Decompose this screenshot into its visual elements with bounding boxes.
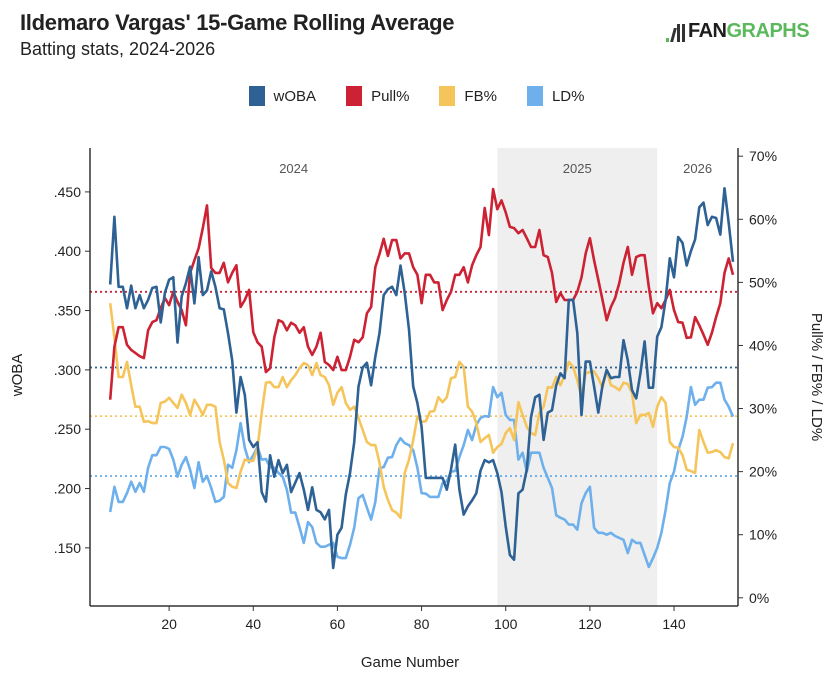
y-left-tick-label: .300 — [54, 362, 81, 378]
legend-label: LD% — [551, 87, 585, 105]
x-tick-label: 80 — [414, 616, 430, 632]
series-line-Pull% — [108, 187, 735, 400]
season-label: 2024 — [279, 161, 308, 176]
y-right-tick-label: 30% — [749, 401, 777, 417]
legend-item-pull[interactable]: Pull% — [346, 86, 409, 106]
x-tick-label: 40 — [245, 616, 261, 632]
legend-swatch — [248, 86, 265, 106]
y-right-tick-label: 60% — [749, 211, 777, 227]
season-label: 2025 — [563, 161, 592, 176]
legend: wOBA Pull% FB% LD% — [0, 86, 833, 106]
y-left-tick-label: .250 — [54, 421, 81, 437]
y-left-axis-label: wOBA — [9, 354, 26, 398]
legend-item-ld[interactable]: LD% — [526, 86, 585, 106]
logo-batter-icon — [664, 22, 686, 42]
y-left-tick-label: .350 — [54, 303, 81, 319]
y-right-tick-label: 0% — [749, 590, 769, 606]
x-tick-label: 140 — [662, 616, 686, 632]
legend-swatch — [346, 86, 363, 106]
legend-item-fb[interactable]: FB% — [439, 86, 497, 106]
y-right-tick-label: 10% — [749, 527, 777, 543]
logo-fan: FAN — [688, 20, 727, 42]
y-left-tick-label: .450 — [54, 184, 81, 200]
y-right-axis-label: Pull% / FB% / LD% — [808, 313, 825, 441]
season-label: 2026 — [683, 161, 712, 176]
series-line-LD% — [108, 381, 735, 569]
y-right-tick-label: 70% — [749, 148, 777, 164]
chart-title: Ildemaro Vargas' 15-Game Rolling Average — [20, 10, 455, 35]
y-left-tick-label: .200 — [54, 481, 81, 497]
y-right-tick-label: 50% — [749, 274, 777, 290]
axes: 20 40 60 80 100 120 140 .150 .200 .250 .300 .350 .40… — [54, 148, 777, 632]
y-right-tick-label: 20% — [749, 464, 777, 480]
legend-label: FB% — [464, 87, 497, 105]
chart-subtitle: Batting stats, 2024-2026 — [20, 39, 216, 59]
legend-swatch — [526, 86, 543, 106]
legend-swatch — [439, 86, 456, 106]
y-right-tick-label: 40% — [749, 337, 777, 353]
logo-graphs: GRAPHS — [726, 20, 810, 42]
y-left-tick-label: .150 — [54, 540, 81, 556]
legend-label: Pull% — [371, 87, 410, 105]
legend-label: wOBA — [273, 87, 317, 105]
x-tick-label: 100 — [494, 616, 518, 632]
x-tick-label: 60 — [330, 616, 346, 632]
y-left-tick-label: .400 — [54, 243, 81, 259]
x-axis-label: Game Number — [361, 654, 459, 671]
series-line-wOBA — [108, 187, 735, 570]
fangraphs-logo: FAN GRAPHS — [664, 20, 810, 43]
x-tick-label: 120 — [578, 616, 602, 632]
series-lines — [108, 187, 735, 570]
legend-item-woba[interactable]: wOBA — [248, 86, 317, 106]
x-tick-label: 20 — [161, 616, 177, 632]
